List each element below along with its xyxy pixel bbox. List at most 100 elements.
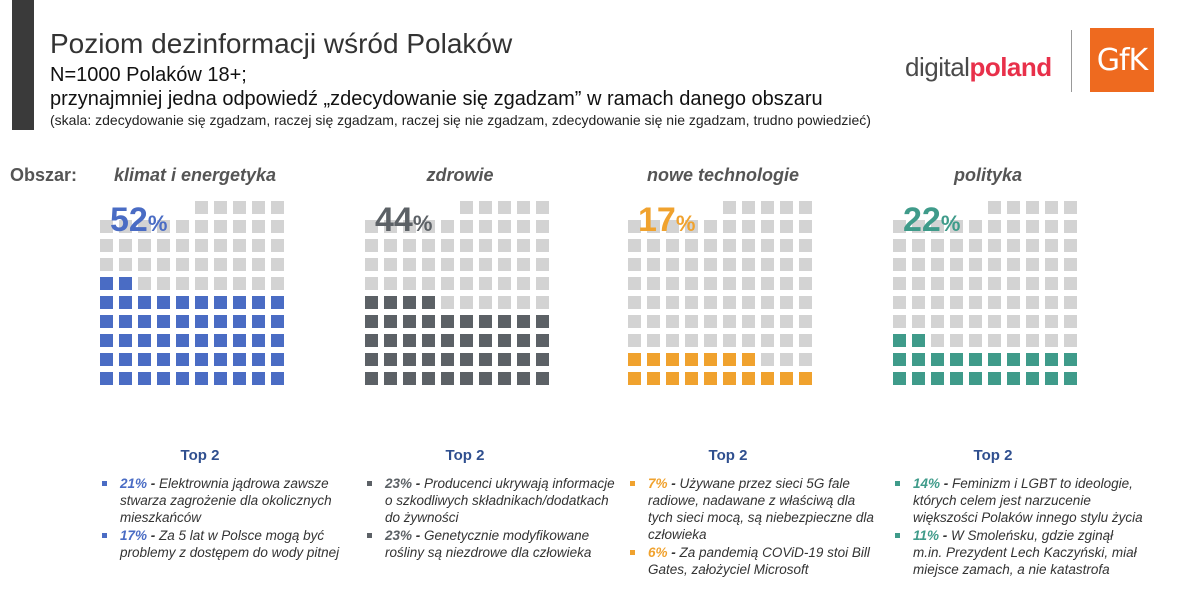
waffle-cell-empty bbox=[628, 239, 641, 252]
waffle-cell-empty bbox=[100, 239, 113, 252]
waffle-cell-filled bbox=[176, 334, 189, 347]
waffle-cell-empty bbox=[271, 239, 284, 252]
waffle-cell-empty bbox=[1007, 334, 1020, 347]
waffle-cell-empty bbox=[647, 239, 660, 252]
waffle-cell-empty bbox=[195, 201, 208, 214]
waffle-cell-empty bbox=[969, 296, 982, 309]
bullet-icon bbox=[102, 481, 107, 486]
percentage-sign: % bbox=[147, 211, 168, 236]
top2-label: Top 2 bbox=[973, 447, 1013, 464]
waffle-cell-empty bbox=[365, 258, 378, 271]
waffle-cell-filled bbox=[214, 315, 227, 328]
waffle-cell-filled bbox=[685, 353, 698, 366]
waffle-cell-empty bbox=[931, 220, 944, 233]
gfk-logo: GfK bbox=[1090, 28, 1154, 92]
waffle-cell-empty bbox=[742, 277, 755, 290]
waffle-cell-empty bbox=[498, 277, 511, 290]
waffle-cell-empty bbox=[1026, 277, 1039, 290]
waffle-cell-empty bbox=[479, 201, 492, 214]
bullet-icon bbox=[102, 533, 107, 538]
waffle-cell-empty bbox=[138, 220, 151, 233]
percentage-sign: % bbox=[940, 211, 961, 236]
waffle-cell-empty bbox=[647, 334, 660, 347]
logo-divider bbox=[1071, 30, 1072, 92]
waffle-cell-filled bbox=[176, 315, 189, 328]
waffle-cell-empty bbox=[195, 220, 208, 233]
waffle-cell-empty bbox=[536, 258, 549, 271]
panel-health: zdrowie 44% Top 2 23% - Producenci ukryw… bbox=[365, 165, 615, 605]
waffle-cell-filled bbox=[517, 334, 530, 347]
waffle-cell-empty bbox=[1045, 258, 1058, 271]
waffle-cell-empty bbox=[195, 239, 208, 252]
waffle-cell-empty bbox=[479, 239, 492, 252]
waffle-cell-empty bbox=[893, 315, 906, 328]
waffle-cell-filled bbox=[893, 334, 906, 347]
waffle-cell-empty bbox=[666, 334, 679, 347]
waffle-cell-filled bbox=[536, 334, 549, 347]
waffle-cell-empty bbox=[647, 258, 660, 271]
waffle-cell-filled bbox=[536, 315, 549, 328]
top2-item-text: Za 5 lat w Polsce mogą być problemy z do… bbox=[120, 528, 340, 560]
waffle-cell-empty bbox=[628, 296, 641, 309]
digitalpoland-logo-part1: digital bbox=[905, 52, 970, 82]
top2-item: 6% - Za pandemią COViD-19 stoi Bill Gate… bbox=[628, 544, 878, 578]
bullet-icon bbox=[895, 533, 900, 538]
waffle-cell-empty bbox=[195, 258, 208, 271]
panel-title: polityka bbox=[953, 165, 1023, 185]
waffle-cell-empty bbox=[422, 277, 435, 290]
waffle-cell-empty bbox=[441, 220, 454, 233]
panel-climate-energy: klimat i energetyka 52% Top 2 21% - Elek… bbox=[100, 165, 340, 605]
sample-description: N=1000 Polaków 18+; bbox=[50, 64, 247, 86]
waffle-cell-empty bbox=[647, 220, 660, 233]
waffle-cell-filled bbox=[723, 353, 736, 366]
waffle-cell-filled bbox=[365, 296, 378, 309]
waffle-cell-empty bbox=[365, 277, 378, 290]
panel-title: nowe technologie bbox=[646, 165, 799, 185]
waffle-cell-empty bbox=[685, 277, 698, 290]
percentage-number: 52 bbox=[110, 201, 148, 239]
waffle-cell-filled bbox=[384, 315, 397, 328]
waffle-cell-filled bbox=[479, 372, 492, 385]
waffle-cell-filled bbox=[893, 353, 906, 366]
waffle-cell-filled bbox=[479, 315, 492, 328]
waffle-cell-empty bbox=[685, 296, 698, 309]
waffle-cell-empty bbox=[517, 258, 530, 271]
waffle-cell-empty bbox=[666, 296, 679, 309]
waffle-cell-empty bbox=[403, 258, 416, 271]
waffle-cell-empty bbox=[195, 277, 208, 290]
waffle-cell-empty bbox=[517, 220, 530, 233]
waffle-cell-empty bbox=[1045, 277, 1058, 290]
top2-item-text: Za pandemią COViD-19 stoi Bill Gates, za… bbox=[648, 545, 870, 577]
waffle-cell-empty bbox=[536, 296, 549, 309]
waffle-cell-empty bbox=[233, 201, 246, 214]
top2-item-text: W Smoleńsku, gdzie zginął m.in. Prezyden… bbox=[913, 528, 1137, 577]
waffle-cell-empty bbox=[252, 239, 265, 252]
waffle-cell-filled bbox=[138, 315, 151, 328]
waffle-cell-empty bbox=[460, 296, 473, 309]
waffle-cell-empty bbox=[950, 220, 963, 233]
waffle-cell-filled bbox=[912, 334, 925, 347]
waffle-cell-empty bbox=[1007, 296, 1020, 309]
waffle-cell-empty bbox=[403, 277, 416, 290]
top2-item-text: Używane przez sieci 5G fale radiowe, nad… bbox=[648, 476, 874, 542]
waffle-cell-empty bbox=[1026, 201, 1039, 214]
top2-item-value: 17% bbox=[120, 528, 148, 543]
waffle-cell-filled bbox=[441, 372, 454, 385]
waffle-cell-filled bbox=[138, 334, 151, 347]
waffle-cell-empty bbox=[799, 296, 812, 309]
waffle-cell-filled bbox=[441, 334, 454, 347]
top2-list: 14% - Feminizm i LGBT to ideologie, któr… bbox=[893, 475, 1143, 579]
waffle-cell-empty bbox=[498, 239, 511, 252]
waffle-cell-empty bbox=[1026, 296, 1039, 309]
waffle-cell-empty bbox=[176, 277, 189, 290]
waffle-cell-filled bbox=[271, 296, 284, 309]
waffle-cell-empty bbox=[647, 315, 660, 328]
waffle-cell-empty bbox=[799, 201, 812, 214]
percentage-sign: % bbox=[675, 211, 696, 236]
waffle-cell-empty bbox=[647, 277, 660, 290]
waffle-cell-empty bbox=[214, 239, 227, 252]
waffle-cell-empty bbox=[931, 296, 944, 309]
waffle-cell-empty bbox=[969, 315, 982, 328]
waffle-cell-empty bbox=[988, 277, 1001, 290]
waffle-cell-empty bbox=[1045, 334, 1058, 347]
